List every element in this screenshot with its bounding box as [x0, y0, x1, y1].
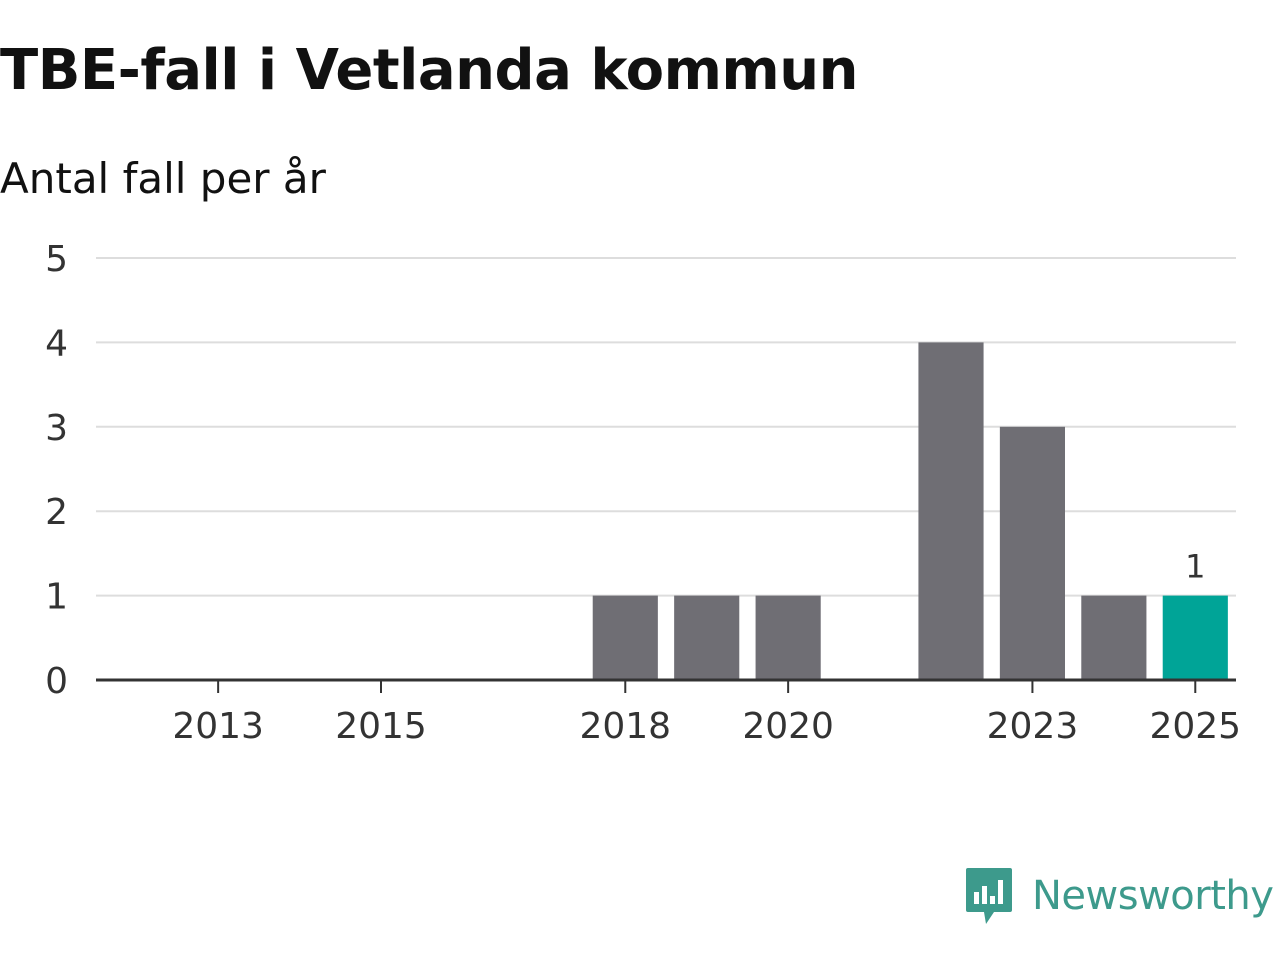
chart-subtitle: Antal fall per år [0, 154, 326, 203]
bar-2020 [755, 595, 821, 680]
y-tick-label: 2 [45, 492, 68, 533]
bar-2025 [1162, 595, 1228, 680]
y-tick-label: 5 [45, 239, 68, 280]
newsworthy-logo-icon [966, 868, 1012, 924]
x-axis-labels: 2013 2015 2018 2020 2023 2025 [172, 706, 1241, 747]
bar-2024 [1081, 595, 1147, 680]
x-tick-label: 2013 [172, 706, 264, 747]
x-tick-label: 2020 [742, 706, 834, 747]
bar-2018 [592, 595, 658, 680]
brand-logo: Newsworthy [964, 864, 1274, 928]
x-tick-label: 2025 [1149, 706, 1241, 747]
x-tick-label: 2015 [335, 706, 427, 747]
bar-2023 [999, 426, 1065, 680]
y-tick-label: 3 [45, 408, 68, 449]
highlight-value-label: 1 [1185, 548, 1205, 586]
annotations: 1 [1185, 548, 1205, 586]
bar-2019 [674, 595, 740, 680]
chart-title: TBE-fall i Vetlanda kommun [0, 38, 859, 103]
x-tick-label: 2023 [987, 706, 1079, 747]
bars [592, 342, 1228, 680]
y-axis-labels: 0 1 2 3 4 5 [45, 239, 68, 702]
y-tick-label: 4 [45, 323, 68, 364]
x-tick-label: 2018 [579, 706, 671, 747]
bar-2022 [918, 342, 984, 680]
y-tick-label: 0 [45, 661, 68, 702]
y-tick-label: 1 [45, 577, 68, 618]
brand-name: Newsworthy [1032, 873, 1274, 919]
x-axis [96, 678, 1236, 693]
